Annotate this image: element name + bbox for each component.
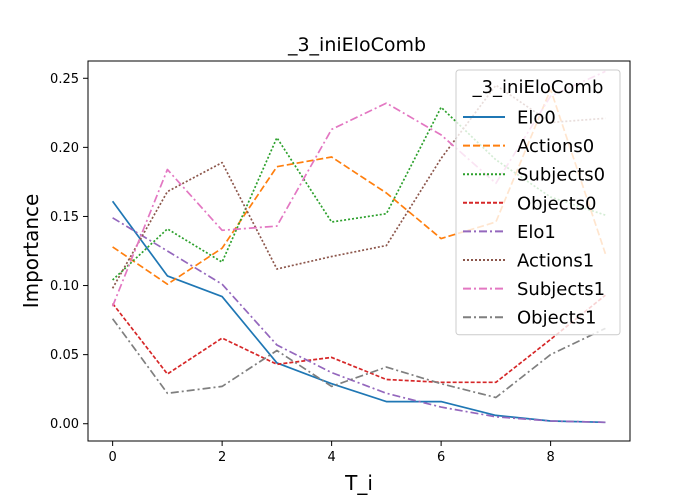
x-tick-label: 6 [437,450,445,465]
series-line-objects0 [111,294,606,384]
legend-label-objects1: Objects1 [517,308,596,329]
series-line-objects1 [111,318,606,399]
legend-label-elo1: Elo1 [517,222,556,243]
y-tick-label: 0.00 [50,417,79,432]
y-tick-label: 0.05 [50,348,79,363]
legend-label-actions0: Actions0 [517,136,594,157]
y-axis-label: Importance [19,194,43,309]
x-axis-label: T_i [344,471,373,495]
legend-box [455,69,621,336]
y-axis: 0.00 0.05 0.10 0.15 0.20 0.25 [50,72,88,432]
legend-label-objects0: Objects0 [517,193,596,214]
legend: _3_iniEloComb Elo0 Actions0 Subjects0 Object… [455,69,621,336]
legend-title: _3_iniEloComb [472,77,604,98]
x-tick-label: 8 [546,450,554,465]
x-tick-label: 0 [108,450,116,465]
y-tick-label: 0.25 [50,72,79,87]
legend-label-subjects1: Subjects1 [517,279,605,300]
x-axis: 0 2 4 6 8 [108,441,555,465]
y-tick-label: 0.20 [50,141,79,156]
chart-title: _3_iniEloComb [287,34,426,56]
series-line-elo1 [112,217,606,424]
x-tick-label: 4 [327,450,335,465]
y-tick-label: 0.10 [50,279,79,294]
legend-label-elo0: Elo0 [517,108,556,129]
x-tick-label: 2 [218,450,226,465]
plot-frame [87,60,631,442]
legend-label-actions1: Actions1 [517,251,594,272]
legend-label-subjects0: Subjects0 [517,165,605,186]
y-tick-label: 0.15 [50,210,79,225]
